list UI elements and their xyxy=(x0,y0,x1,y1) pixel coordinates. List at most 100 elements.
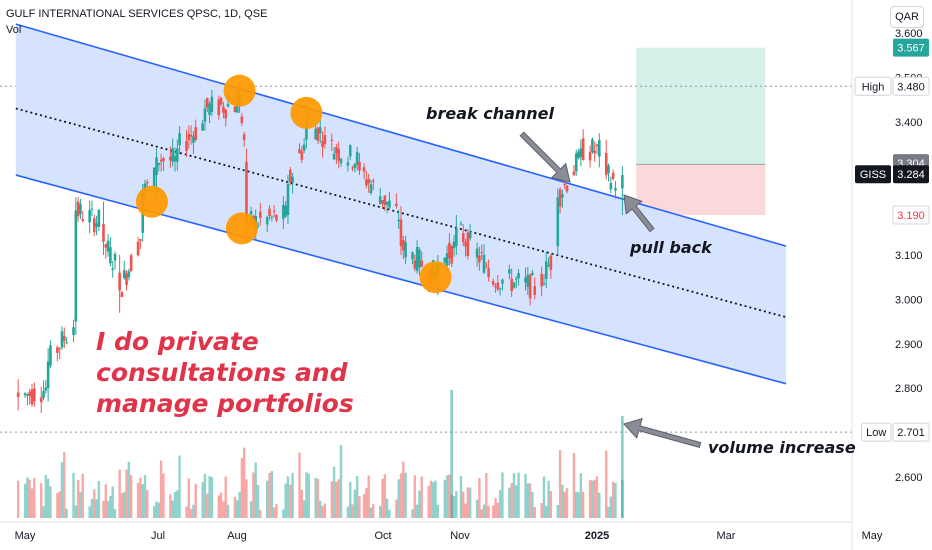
volume-bar xyxy=(611,481,615,518)
volume-bar xyxy=(90,498,94,518)
candle-body xyxy=(265,217,269,225)
candle-body xyxy=(65,342,68,344)
candle-body xyxy=(443,257,447,263)
volume-bar xyxy=(56,493,59,518)
candle-body xyxy=(109,247,112,264)
volume-bar xyxy=(136,483,140,518)
volume-bar xyxy=(478,477,481,518)
volume-bar xyxy=(512,473,516,518)
candle-body xyxy=(305,121,308,140)
volume-bar xyxy=(173,491,177,518)
candle-body xyxy=(187,133,191,141)
candle-body xyxy=(604,152,608,176)
volume-bar xyxy=(494,498,497,518)
candle-body xyxy=(558,189,562,207)
candle-body xyxy=(404,242,407,258)
candle-body xyxy=(122,270,126,279)
candle-body xyxy=(512,282,516,288)
badge-label: High xyxy=(862,81,885,93)
candle-body xyxy=(609,183,613,190)
candle-body xyxy=(76,201,80,217)
volume-bar xyxy=(30,488,34,518)
promo-text: I do private consultations and manage po… xyxy=(96,326,354,419)
candle-body xyxy=(146,182,149,184)
volume-bar xyxy=(233,496,237,518)
candle-body xyxy=(448,242,451,259)
volume-bar xyxy=(79,492,82,518)
volume-bar xyxy=(533,507,536,518)
time-tick-label: May xyxy=(862,530,883,542)
volume-bar xyxy=(605,450,608,518)
candle-body xyxy=(155,157,158,176)
candle-body xyxy=(531,272,534,276)
candle-body xyxy=(595,144,599,147)
candle-body xyxy=(459,223,463,225)
volume-bar xyxy=(23,483,27,518)
volume-bar xyxy=(498,489,502,518)
candle-body xyxy=(90,208,94,210)
volume-bar xyxy=(413,475,417,518)
candle-body xyxy=(49,345,52,366)
volume-bar xyxy=(240,458,244,518)
promo-line: manage portfolios xyxy=(96,389,354,418)
volume-bar xyxy=(323,503,327,518)
stop-zone xyxy=(636,164,766,216)
candle-body xyxy=(572,171,576,176)
volume-bar xyxy=(26,477,29,518)
volume-bar xyxy=(203,473,207,518)
candle-body xyxy=(563,184,567,186)
volume-spike-bar xyxy=(621,416,624,518)
volume-bar xyxy=(194,483,197,518)
currency-button[interactable]: QAR xyxy=(890,6,924,28)
volume-bar xyxy=(524,473,527,518)
badge-label: Low xyxy=(866,427,886,439)
volume-bar xyxy=(127,461,131,518)
volume-bar xyxy=(515,485,518,518)
candle-body xyxy=(222,106,225,113)
candle-body xyxy=(510,278,513,292)
volume-bar xyxy=(238,491,241,518)
volume-bar xyxy=(445,475,449,518)
candle-body xyxy=(203,108,207,122)
volume-bar xyxy=(369,507,373,518)
volume-bar xyxy=(284,483,287,518)
candle-body xyxy=(217,99,221,116)
candle-body xyxy=(579,148,583,158)
volume-bar xyxy=(436,504,440,518)
price-tick-label: 3.100 xyxy=(895,250,923,262)
volume-bar xyxy=(42,506,45,518)
candle-body xyxy=(46,361,50,389)
volume-bar xyxy=(159,460,163,518)
candle-body xyxy=(185,140,188,151)
volume-bar xyxy=(402,461,405,518)
volume-bar xyxy=(367,475,370,518)
candle-body xyxy=(60,331,64,348)
volume-bar xyxy=(383,474,387,518)
candle-body xyxy=(383,195,387,206)
volume-bar xyxy=(113,508,117,518)
volume-bar xyxy=(418,490,421,518)
volume-bar xyxy=(508,487,511,518)
candle-body xyxy=(367,178,370,184)
volume-bar xyxy=(575,491,578,518)
volume-bar xyxy=(588,479,592,518)
candle-body xyxy=(466,232,470,256)
low-badge: Low 2.701 xyxy=(861,422,930,442)
volume-bar xyxy=(595,476,599,518)
candle-body xyxy=(111,268,115,270)
time-axis: May Jul Aug Oct Nov 2025 Mar May xyxy=(0,521,883,542)
candle-body xyxy=(498,288,502,290)
volume-bar xyxy=(464,503,467,518)
volume-bar xyxy=(395,499,398,518)
volume-bar xyxy=(335,481,338,518)
candle-body xyxy=(353,163,357,168)
volume-bar xyxy=(434,480,437,518)
volume-bar xyxy=(432,482,435,518)
volume-label: Vol xyxy=(6,24,22,36)
candle-body xyxy=(194,127,198,140)
candle-body xyxy=(549,255,553,270)
candle-body xyxy=(544,261,548,279)
